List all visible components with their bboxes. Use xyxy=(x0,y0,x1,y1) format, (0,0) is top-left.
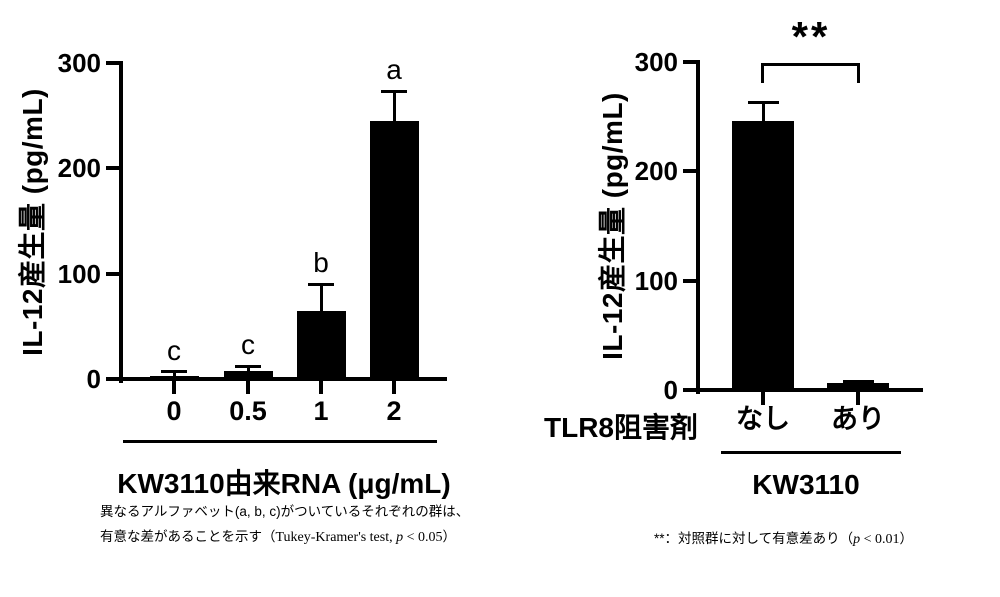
footnote-line: **：対照群に対して有意差あり（p < 0.01） xyxy=(654,527,913,553)
y-axis-line xyxy=(119,61,123,383)
x-axis-line xyxy=(119,377,447,381)
left-chart-group-underline xyxy=(123,440,437,443)
footnote-segment: ） xyxy=(899,531,914,546)
y-tick-label: 300 xyxy=(57,48,101,78)
bar xyxy=(732,121,794,392)
x-axis-tick xyxy=(172,381,176,394)
right-chart-x-axis-title: KW3110 xyxy=(752,469,860,500)
y-axis-line xyxy=(696,60,700,394)
category-label: 0.5 xyxy=(229,396,267,426)
y-axis-tick xyxy=(106,377,119,381)
y-axis-tick xyxy=(106,271,119,276)
right-chart-group-underline xyxy=(721,451,901,454)
footnote-segment: 異なるアルファベット(a, b, c)がついているそれぞれの群は、 xyxy=(100,504,470,519)
y-tick-label: 100 xyxy=(634,265,678,296)
y-axis-tick xyxy=(683,388,696,392)
y-axis-tick xyxy=(683,169,696,174)
y-axis-tick xyxy=(106,61,119,65)
footnote-segment: **：対照群に対して有意差あり（ xyxy=(654,531,854,546)
y-tick-label: 200 xyxy=(634,156,678,187)
y-axis-tick xyxy=(683,278,696,283)
y-axis-tick xyxy=(106,166,119,171)
footnote-line: 異なるアルファベット(a, b, c)がついているそれぞれの群は、 xyxy=(100,500,469,525)
category-label: 1 xyxy=(313,396,329,426)
right-chart-y-axis-title: IL-12産生量 (pg/mL) xyxy=(597,92,628,360)
x-axis-tick xyxy=(856,392,860,405)
error-bar-cap xyxy=(842,379,874,383)
footnote-segment: p xyxy=(853,532,861,547)
footnote-line: 有意な差があることを示す（Tukey-Kramer's test, p < 0.… xyxy=(100,525,469,551)
y-axis-tick xyxy=(683,60,696,64)
footnote-segment: Tukey-Kramer's test, xyxy=(275,529,397,545)
x-axis-line xyxy=(696,388,923,392)
footnote-segment: 有意な差があることを示す（ xyxy=(100,528,276,544)
y-tick-label: 300 xyxy=(634,47,678,77)
x-axis-tick xyxy=(246,381,250,394)
left-chart-y-axis-title: IL-12産生量 (pg/mL) xyxy=(17,88,48,356)
error-bar-cap xyxy=(381,89,407,93)
y-tick-label: 0 xyxy=(86,364,101,394)
error-bar-stem xyxy=(319,284,323,313)
footnote-segment: ） xyxy=(442,528,457,544)
category-label: 0 xyxy=(166,396,182,426)
right-chart-footnote: **：対照群に対して有意差あり（p < 0.01） xyxy=(654,527,913,553)
bar xyxy=(827,383,889,392)
significance-bracket xyxy=(761,63,860,83)
category-label: あり xyxy=(831,404,885,434)
y-tick-label: 100 xyxy=(57,258,101,289)
footnote-segment: p xyxy=(396,529,404,545)
footnote-segment: < 0.01 xyxy=(860,532,900,547)
x-axis-tick xyxy=(392,381,396,394)
bar-letter-label: c xyxy=(241,329,255,361)
error-bar-stem xyxy=(172,371,176,378)
footnote-segment: < 0.05 xyxy=(403,529,443,545)
error-bar-stem xyxy=(246,366,250,373)
bar xyxy=(223,370,273,381)
error-bar-cap xyxy=(308,282,334,286)
bar xyxy=(149,375,199,381)
bar-letter-label: c xyxy=(167,334,181,366)
significance-stars: ** xyxy=(791,13,831,60)
left-chart-footnote: 異なるアルファベット(a, b, c)がついているそれぞれの群は、 有意な差がある… xyxy=(100,500,469,550)
bar-letter-label: b xyxy=(313,247,329,279)
bar-letter-label: a xyxy=(386,54,402,86)
error-bar-cap xyxy=(235,364,261,368)
y-tick-label: 200 xyxy=(57,153,101,184)
category-label: 2 xyxy=(386,396,402,426)
error-bar-stem xyxy=(392,91,396,123)
error-bar-cap xyxy=(161,370,187,374)
right-chart-row-label: TLR8阻害剤 xyxy=(543,412,698,443)
error-bar-stem xyxy=(761,102,765,124)
x-axis-tick xyxy=(319,381,323,394)
y-tick-label: 0 xyxy=(663,375,678,405)
bar xyxy=(369,120,419,381)
error-bar-stem xyxy=(856,381,860,386)
category-label: なし xyxy=(736,404,790,434)
bar xyxy=(296,310,346,381)
error-bar-cap xyxy=(747,100,779,104)
left-chart-x-axis-title: KW3110由来RNA (μg/mL) xyxy=(117,468,451,499)
x-axis-tick xyxy=(761,392,765,405)
